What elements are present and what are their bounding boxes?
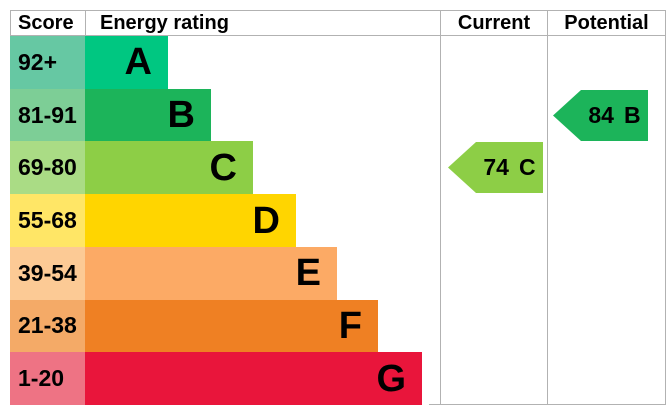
potential-rating-band: B (623, 102, 641, 128)
band-letter-c: C (209, 146, 237, 189)
header-current: Current (457, 11, 531, 34)
header-bottom-border (10, 35, 666, 36)
potential-column-divider (547, 10, 548, 405)
current-column-divider (440, 10, 441, 405)
table-right-border (665, 10, 666, 405)
band-row-c: 69-80 C (10, 141, 666, 195)
table-left-border (10, 10, 11, 36)
current-rating-band: C (518, 154, 536, 180)
band-row-f: 21-38 F (10, 299, 666, 353)
band-rows: 92+ A 81-91 B 69-80 C 55-68 D 39-54 E 21-38 F 1-20 G (10, 36, 666, 406)
band-letter-g: G (376, 357, 406, 400)
band-bar-g: G (85, 352, 422, 406)
header-energy-rating: Energy rating (100, 11, 229, 34)
band-row-a: 92+ A (10, 36, 666, 89)
band-score-a: 92+ (10, 36, 85, 89)
band-row-d: 55-68 D (10, 194, 666, 247)
band-score-b: 81-91 (10, 88, 85, 142)
band-row-e: 39-54 E (10, 246, 666, 300)
band-row-b: 81-91 B (10, 88, 666, 142)
band-bar-d: D (85, 194, 296, 247)
band-letter-a: A (124, 41, 152, 84)
band-score-f: 21-38 (10, 299, 85, 353)
band-letter-e: E (295, 252, 321, 295)
band-row-g: 1-20 G (10, 352, 666, 406)
score-rating-divider (85, 10, 86, 35)
band-bar-a: A (85, 36, 168, 89)
band-letter-f: F (338, 304, 362, 347)
band-score-d: 55-68 (10, 194, 85, 247)
epc-energy-rating-chart: Score Energy rating Current Potential 92… (10, 10, 666, 406)
current-rating-value: 74 (483, 154, 509, 180)
band-score-c: 69-80 (10, 141, 85, 195)
band-letter-d: D (252, 199, 280, 242)
table-top-border (10, 10, 666, 11)
band-letter-b: B (167, 94, 195, 137)
band-bar-c: C (85, 141, 253, 195)
potential-rating-value: 84 (588, 102, 614, 128)
band-score-e: 39-54 (10, 246, 85, 300)
header-score: Score (18, 11, 74, 34)
band-score-g: 1-20 (10, 352, 85, 406)
band-bar-b: B (85, 88, 211, 142)
band-bar-f: F (85, 299, 378, 353)
header-potential: Potential (564, 11, 649, 34)
band-bar-e: E (85, 246, 337, 300)
